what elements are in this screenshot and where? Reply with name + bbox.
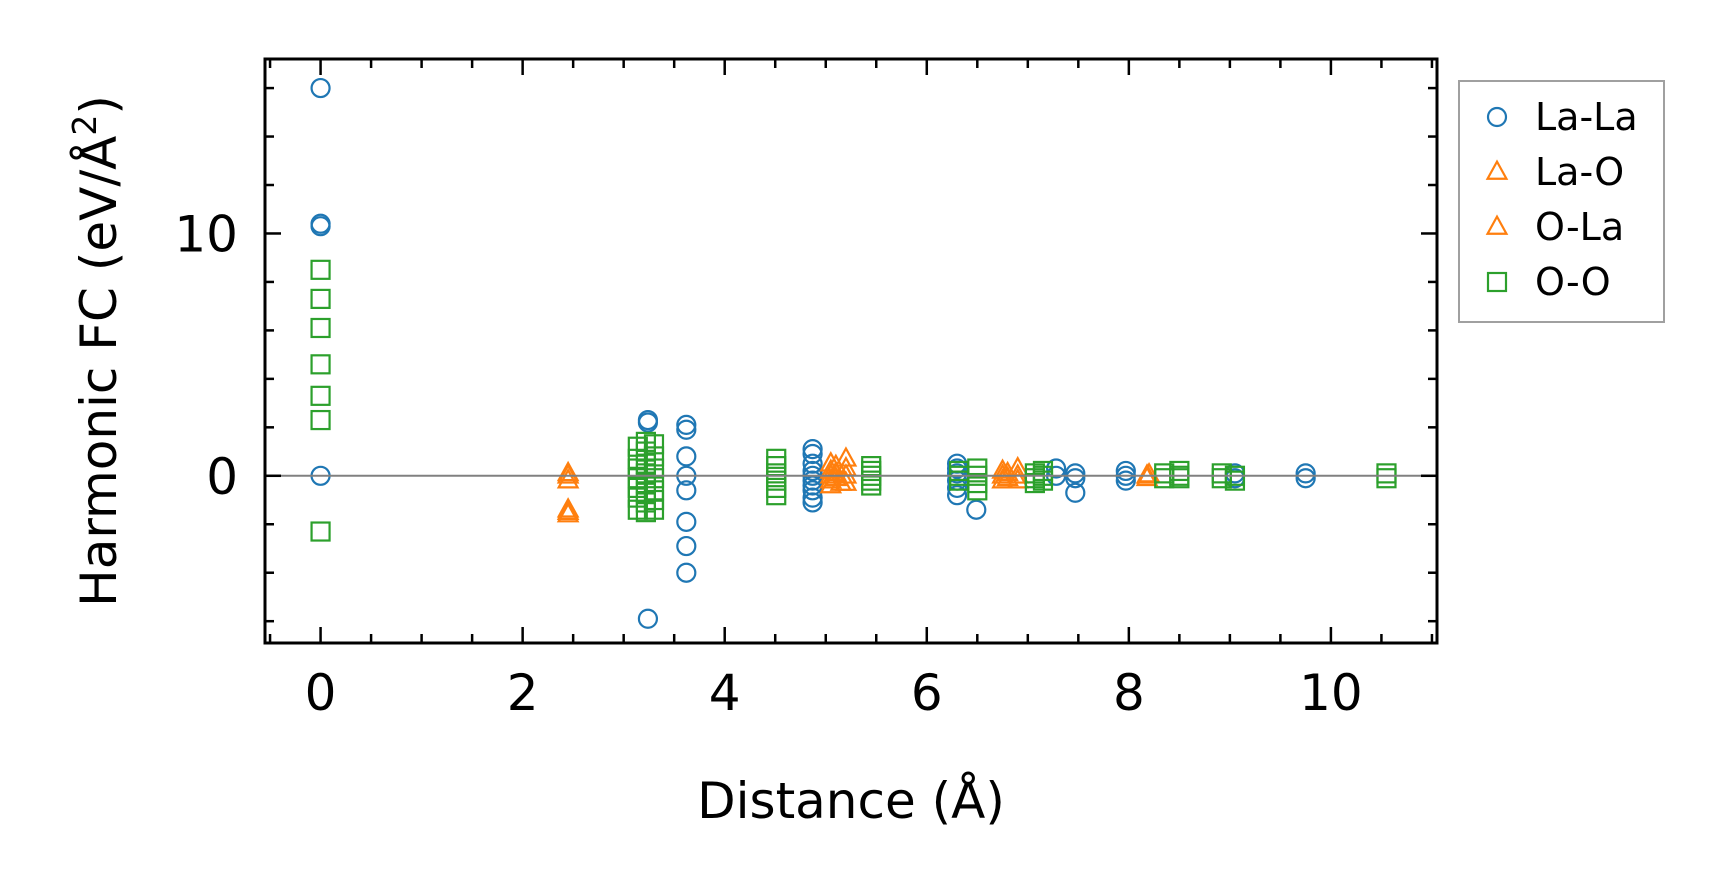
x-tick-label: 8 [1113,664,1145,722]
legend-marker [1486,271,1508,293]
data-point [991,463,1014,484]
plot-frame [263,57,1439,645]
x-tick-label: 6 [911,664,943,722]
data-point [946,485,968,506]
y-axis-label-close: ) [70,95,128,115]
data-point [1211,468,1232,489]
data-point [829,470,853,491]
data-point [310,216,331,237]
data-point [556,460,580,482]
data-point [637,412,659,433]
x-axis-label: Distance (Å) [697,772,1005,830]
legend: La-La La-O O-La O-O [1458,80,1665,323]
data-point [556,499,580,520]
y-tick-label: 0 [206,448,238,506]
data-point [967,480,988,501]
legend-item-La-O: La-O [1485,150,1624,194]
data-point [676,511,697,532]
data-point [310,77,331,99]
x-tick-label: 0 [305,664,337,722]
data-point [310,317,331,339]
legend-marker [1485,159,1509,180]
legend-label: La-La [1535,95,1638,139]
data-point [1295,468,1316,489]
data-point [676,414,697,436]
y-tick-label: 10 [174,205,238,263]
data-point [676,419,697,440]
legend-item-O-O: O-O [1486,260,1611,304]
data-point [802,439,823,460]
data-point [676,480,697,501]
x-tick-label: 10 [1299,664,1363,722]
data-point [556,501,580,523]
data-point [637,608,659,629]
series-O-O [310,259,1397,542]
legend-marker [1485,214,1509,235]
axis-ticks: 0 2 4 6 8 10 0 10 [174,59,1437,722]
data-point [802,487,823,508]
data-point [1135,463,1159,484]
data-point [946,458,968,479]
legend-label: La-O [1535,150,1624,194]
legend-item-La-La: La-La [1486,95,1638,139]
data-point [946,463,968,484]
data-point [310,259,331,280]
data-point [556,463,580,484]
data-point [824,453,848,474]
data-point [1045,458,1067,479]
data-point [1137,461,1161,483]
data-point [676,446,697,467]
data-point [1115,470,1136,491]
data-point [802,492,823,513]
data-point [996,460,1019,482]
data-point [1115,460,1136,482]
data-point [643,434,665,455]
data-point [556,497,580,518]
data-point [310,385,331,406]
data-point [643,446,665,467]
data-point [676,562,697,583]
data-point [1065,482,1086,503]
data-point [310,354,331,375]
data-point [1032,470,1054,491]
data-point [966,499,987,520]
y-axis-label-superscript: 2 [65,115,104,136]
data-point [310,409,331,431]
data-point [676,535,697,557]
data-point [1376,468,1397,489]
data-point [1154,468,1175,489]
data-point [1065,463,1086,484]
data-points [310,77,1397,629]
series-La-La [310,77,1316,629]
data-point [1169,468,1190,489]
x-tick-label: 2 [507,664,539,722]
data-point [643,468,665,489]
y-axis-label-main: Harmonic FC (eV/Å [70,136,128,607]
data-point [1224,470,1246,491]
x-tick-label: 4 [709,664,741,722]
data-point [1295,463,1316,484]
data-point [1065,468,1086,489]
y-axis-label: Harmonic FC (eV/Å2) [65,95,128,607]
data-point [310,521,331,542]
legend-label: O-O [1535,260,1611,304]
data-point [310,288,331,310]
legend-marker [1486,106,1508,128]
data-point [556,468,580,489]
data-point [819,463,843,484]
legend-item-O-La: O-La [1485,205,1624,249]
legend-label: O-La [1535,205,1624,249]
data-point [1376,463,1397,484]
data-point [766,485,787,506]
data-point [643,499,665,520]
legend-box [1458,80,1665,323]
